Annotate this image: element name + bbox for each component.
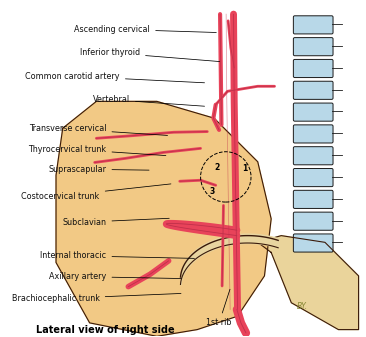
Text: Suprascapular: Suprascapular <box>48 165 149 174</box>
Text: 1: 1 <box>242 164 247 173</box>
FancyBboxPatch shape <box>294 59 333 78</box>
Text: Axillary artery: Axillary artery <box>49 272 181 281</box>
FancyBboxPatch shape <box>294 212 333 230</box>
Text: Common carotid artery: Common carotid artery <box>25 72 205 83</box>
Text: Internal thoracic: Internal thoracic <box>40 251 194 260</box>
Text: BY.: BY. <box>296 302 307 311</box>
Text: Costocervical trunk: Costocervical trunk <box>22 184 171 201</box>
Text: Vertebral: Vertebral <box>93 95 205 106</box>
Text: Brachiocephalic trunk: Brachiocephalic trunk <box>12 294 181 303</box>
Text: Ascending cervical: Ascending cervical <box>74 25 216 34</box>
Text: 3: 3 <box>209 187 214 196</box>
FancyBboxPatch shape <box>294 190 333 209</box>
Text: 1st rib: 1st rib <box>206 289 232 327</box>
FancyBboxPatch shape <box>294 16 333 34</box>
Text: Transverse cervical: Transverse cervical <box>29 124 168 135</box>
FancyBboxPatch shape <box>294 147 333 165</box>
FancyBboxPatch shape <box>294 168 333 187</box>
FancyBboxPatch shape <box>294 103 333 121</box>
FancyBboxPatch shape <box>294 38 333 56</box>
Text: Subclavian: Subclavian <box>63 218 169 227</box>
Polygon shape <box>258 236 359 330</box>
FancyBboxPatch shape <box>294 125 333 143</box>
Text: Thyrocervical trunk: Thyrocervical trunk <box>28 145 166 156</box>
Text: Lateral view of right side: Lateral view of right side <box>36 325 175 335</box>
Text: Inferior thyroid: Inferior thyroid <box>80 48 220 62</box>
FancyBboxPatch shape <box>294 81 333 99</box>
Polygon shape <box>56 101 271 336</box>
FancyBboxPatch shape <box>294 234 333 252</box>
Text: 2: 2 <box>214 163 219 172</box>
